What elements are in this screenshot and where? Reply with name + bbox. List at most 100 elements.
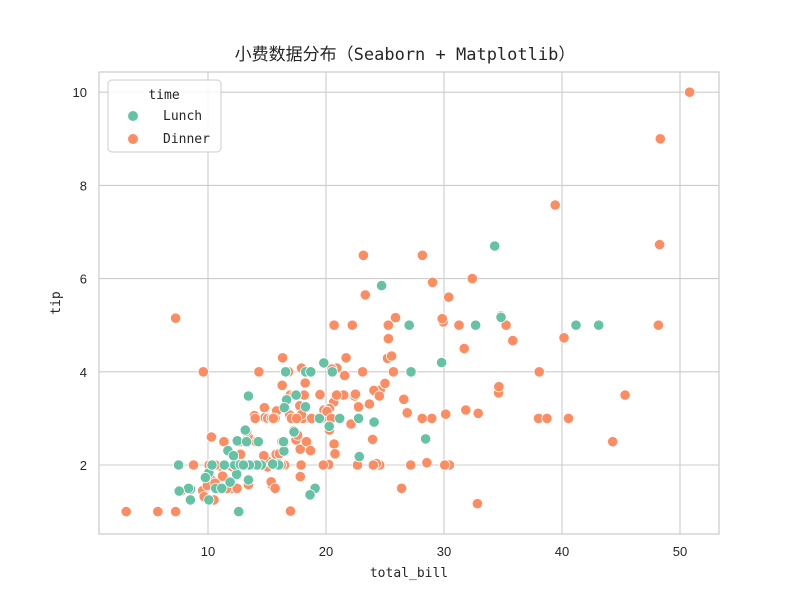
data-point-dinner	[443, 291, 455, 303]
data-point-dinner	[328, 438, 340, 450]
y-tick-label: 4	[80, 365, 87, 380]
data-point-dinner	[205, 431, 217, 443]
data-point-dinner	[558, 332, 570, 344]
data-point-lunch	[278, 402, 290, 414]
data-point-lunch	[326, 366, 338, 378]
data-point-dinner	[367, 459, 379, 471]
y-tick-label: 10	[73, 85, 87, 100]
data-point-lunch	[173, 485, 185, 497]
data-point-dinner	[314, 388, 326, 401]
data-point-dinner	[541, 412, 553, 424]
data-point-lunch	[299, 401, 312, 413]
data-point-dinner	[398, 393, 410, 405]
data-point-lunch	[290, 389, 302, 401]
data-point-lunch	[278, 445, 290, 457]
data-point-lunch	[203, 494, 215, 506]
data-point-dinner	[379, 377, 391, 389]
data-point-dinner	[654, 133, 666, 145]
data-point-lunch	[419, 433, 432, 445]
chart-title: 小费数据分布（Seaborn + Matplotlib）	[235, 45, 576, 65]
data-point-lunch	[173, 459, 185, 471]
data-point-dinner	[359, 289, 371, 301]
data-point-dinner	[284, 505, 297, 517]
data-point-dinner	[304, 444, 317, 457]
data-point-dinner	[373, 390, 385, 402]
data-point-dinner	[458, 342, 470, 355]
data-point-dinner	[683, 86, 696, 98]
data-point-dinner	[345, 418, 357, 430]
data-point-dinner	[299, 377, 311, 389]
data-point-dinner	[500, 319, 512, 331]
data-point-dinner	[249, 412, 261, 424]
legend-marker-lunch	[128, 111, 138, 121]
data-point-dinner	[352, 401, 365, 413]
data-point-dinner	[436, 313, 448, 325]
data-point-dinner	[363, 398, 375, 410]
data-point-dinner	[453, 319, 465, 331]
data-point-dinner	[416, 249, 428, 261]
data-point-dinner	[619, 389, 631, 401]
data-point-dinner	[416, 412, 428, 424]
data-point-lunch	[218, 459, 230, 471]
data-point-lunch	[352, 412, 365, 424]
legend-label-lunch: Lunch	[163, 109, 202, 124]
data-point-dinner	[389, 312, 402, 324]
x-axis-label: total_bill	[370, 566, 448, 581]
legend-label-dinner: Dinner	[163, 132, 210, 147]
data-point-lunch	[231, 435, 243, 447]
data-point-lunch	[182, 482, 195, 494]
data-point-dinner	[466, 272, 478, 285]
data-point-dinner	[387, 366, 399, 378]
data-point-lunch	[216, 482, 228, 494]
data-point-lunch	[570, 319, 582, 331]
data-point-lunch	[489, 240, 501, 252]
legend-marker-dinner	[128, 134, 138, 144]
data-point-dinner	[395, 482, 408, 494]
data-point-dinner	[652, 319, 665, 331]
data-point-lunch	[435, 356, 448, 369]
data-point-lunch	[224, 476, 236, 488]
legend-title: time	[148, 88, 179, 103]
data-point-dinner	[382, 333, 394, 345]
data-point-dinner	[340, 352, 352, 364]
data-point-dinner	[607, 436, 619, 448]
data-point-lunch	[239, 424, 251, 436]
data-point-dinner	[267, 412, 279, 424]
data-point-lunch	[495, 311, 507, 323]
data-point-dinner	[328, 319, 340, 331]
data-point-lunch	[403, 319, 415, 331]
data-point-dinner	[405, 459, 417, 471]
data-point-dinner	[472, 407, 484, 419]
x-tick-label: 40	[555, 544, 569, 559]
x-tick-label: 30	[437, 544, 451, 559]
data-point-dinner	[295, 459, 307, 471]
data-point-lunch	[206, 459, 218, 471]
data-point-dinner	[493, 381, 505, 393]
data-points	[120, 86, 696, 518]
y-axis-label: tip	[49, 291, 64, 315]
plot-frame	[98, 71, 720, 535]
data-point-dinner	[197, 366, 209, 378]
y-tick-label: 8	[80, 178, 87, 193]
data-point-dinner	[507, 334, 519, 347]
data-point-dinner	[170, 505, 182, 518]
y-tick-label: 2	[80, 458, 87, 473]
data-point-lunch	[241, 436, 253, 448]
data-point-lunch	[237, 459, 249, 471]
data-point-dinner	[346, 319, 358, 331]
data-point-lunch	[469, 319, 482, 331]
data-point-lunch	[199, 471, 211, 484]
data-point-lunch	[323, 420, 335, 432]
data-point-lunch	[242, 390, 254, 402]
data-point-lunch	[252, 436, 264, 448]
data-point-dinner	[440, 408, 452, 420]
data-point-dinner	[421, 457, 433, 469]
data-point-lunch	[288, 426, 300, 438]
data-point-dinner	[187, 459, 200, 471]
data-point-dinner	[439, 459, 451, 471]
data-point-dinner	[426, 276, 439, 288]
y-tick-label: 6	[80, 272, 87, 287]
data-point-lunch	[242, 474, 254, 486]
data-point-dinner	[276, 379, 288, 391]
data-point-dinner	[385, 350, 398, 362]
